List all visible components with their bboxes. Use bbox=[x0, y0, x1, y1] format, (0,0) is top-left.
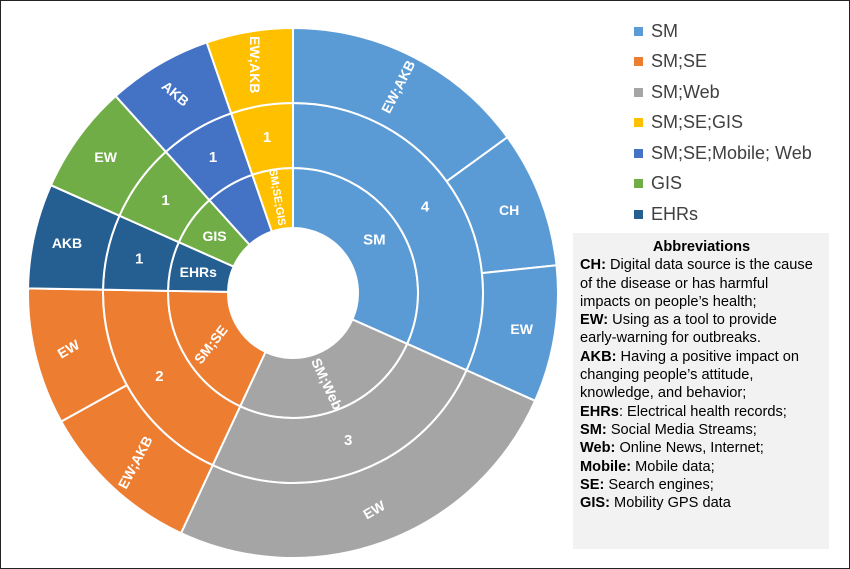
legend-item-ehrs: EHRs bbox=[634, 199, 812, 230]
legend-label: SM;Web bbox=[651, 81, 720, 102]
count-label-sm-web: 3 bbox=[344, 432, 352, 449]
count-label-sm-se-gis: 1 bbox=[263, 129, 271, 146]
legend-label: GIS bbox=[651, 173, 683, 194]
legend-item-sm-se-mobile-web: SM;SE;Mobile; Web bbox=[634, 138, 812, 169]
sunburst-use-sm-web-1 bbox=[179, 368, 537, 559]
abbreviation-text: : Electrical health records; bbox=[618, 403, 787, 420]
abbreviation-text: knowledge, and behavior; bbox=[580, 385, 747, 402]
abbreviations-list: CH: Digital data source is the cause of t… bbox=[580, 256, 823, 512]
abbreviation-text: Using as a tool to provide bbox=[608, 312, 777, 329]
use-label-sm-se-gis-1: EW;AKB bbox=[247, 36, 263, 93]
abbreviation-text: Social Media Streams; bbox=[606, 421, 757, 438]
abbreviation-key: Web: bbox=[580, 440, 616, 457]
abbreviation-key: GIS: bbox=[580, 495, 610, 512]
abbreviation-text: of the disease or has harmful bbox=[580, 275, 769, 292]
abbreviation-line: AKB: Having a positive impact on bbox=[580, 348, 823, 366]
legend-item-gis: GIS bbox=[634, 169, 812, 200]
legend-label: SM;SE;GIS bbox=[651, 112, 744, 133]
use-label-sm-3: EW bbox=[510, 321, 533, 337]
abbreviation-key: Mobile: bbox=[580, 458, 632, 475]
legend-swatch bbox=[634, 87, 643, 97]
abbreviation-text: Search engines; bbox=[604, 476, 714, 493]
count-label-ehrs: 1 bbox=[135, 250, 143, 267]
legend-label: SM;SE;Mobile; Web bbox=[651, 142, 812, 163]
abbreviation-text: Digital data source is the cause bbox=[605, 257, 813, 274]
inner-label-gis: GIS bbox=[202, 228, 226, 244]
legend-swatch bbox=[634, 57, 643, 67]
abbreviation-text: Mobile data; bbox=[631, 458, 715, 475]
count-label-sm-se-mobile-web: 1 bbox=[209, 149, 217, 166]
abbreviation-line: impacts on people’s health; bbox=[580, 293, 823, 311]
abbreviation-key: AKB: bbox=[580, 348, 617, 365]
abbreviation-line: CH: Digital data source is the cause bbox=[580, 256, 823, 274]
legend-item-sm-se: SM;SE bbox=[634, 47, 812, 78]
abbreviation-line: SM: Social Media Streams; bbox=[580, 421, 823, 439]
count-label-sm: 4 bbox=[421, 199, 430, 216]
abbreviation-key: SM: bbox=[580, 421, 607, 438]
legend-swatch bbox=[634, 209, 643, 219]
count-label-gis: 1 bbox=[161, 192, 169, 209]
abbreviation-line: GIS: Mobility GPS data bbox=[580, 494, 823, 512]
inner-label-sm: SM bbox=[363, 232, 386, 249]
abbreviation-text: changing people’s attitude, bbox=[580, 367, 754, 384]
legend-swatch bbox=[634, 26, 643, 36]
legend-item-sm-web: SM;Web bbox=[634, 77, 812, 108]
abbreviation-text: Having a positive impact on bbox=[616, 348, 799, 365]
legend-label: SM;SE bbox=[651, 51, 708, 72]
abbreviation-line: early-warning for outbreaks. bbox=[580, 329, 823, 347]
inner-label-ehrs: EHRs bbox=[180, 264, 218, 280]
legend-swatch bbox=[634, 179, 643, 189]
abbreviation-line: Mobile: Mobile data; bbox=[580, 458, 823, 476]
legend: SM SM;SE SM;Web SM;SE;GIS SM;SE;Mobile; Web G… bbox=[634, 16, 812, 230]
abbreviation-text: early-warning for outbreaks. bbox=[580, 330, 761, 347]
count-label-sm-se: 2 bbox=[155, 368, 163, 385]
use-label-sm-2: CH bbox=[499, 202, 519, 218]
abbreviation-key: EHRs bbox=[580, 403, 619, 420]
legend-swatch bbox=[634, 118, 643, 128]
legend-swatch bbox=[634, 148, 643, 158]
abbreviation-key: CH: bbox=[580, 257, 606, 274]
abbreviation-line: Web: Online News, Internet; bbox=[580, 439, 823, 457]
sunburst-use-sm-se-gis-1 bbox=[205, 26, 294, 115]
abbreviation-line: changing people’s attitude, bbox=[580, 366, 823, 384]
legend-item-sm-se-gis: SM;SE;GIS bbox=[634, 108, 812, 139]
legend-item-sm: SM bbox=[634, 16, 812, 47]
abbreviation-line: knowledge, and behavior; bbox=[580, 384, 823, 402]
legend-label: SM bbox=[651, 20, 678, 41]
abbreviation-text: Online News, Internet; bbox=[615, 440, 764, 457]
abbreviation-text: Mobility GPS data bbox=[610, 495, 731, 512]
use-label-gis-1: EW bbox=[94, 149, 117, 165]
abbreviation-line: of the disease or has harmful bbox=[580, 275, 823, 293]
abbreviation-line: SE: Search engines; bbox=[580, 476, 823, 494]
use-label-ehrs-1: AKB bbox=[52, 235, 82, 251]
abbreviation-line: EHRs: Electrical health records; bbox=[580, 403, 823, 421]
abbreviation-text: impacts on people’s health; bbox=[580, 293, 757, 310]
legend-label: EHRs bbox=[651, 203, 699, 224]
abbreviation-key: SE: bbox=[580, 476, 605, 493]
abbreviations-title: Abbreviations bbox=[652, 239, 751, 255]
abbreviation-line: EW: Using as a tool to provide bbox=[580, 311, 823, 329]
abbreviations-box: Abbreviations CH: Digital data source is… bbox=[573, 233, 829, 549]
sunburst-center-hole bbox=[228, 228, 358, 358]
abbreviation-key: EW: bbox=[580, 312, 609, 329]
